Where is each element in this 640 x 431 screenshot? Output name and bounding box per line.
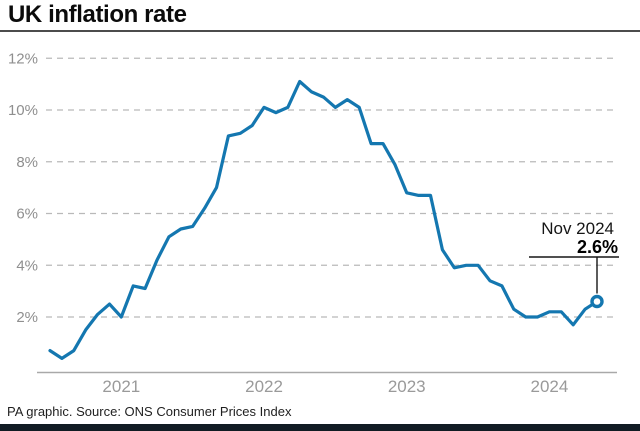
inflation-line-series bbox=[48, 79, 599, 360]
gridlines bbox=[46, 57, 617, 318]
annotation-value-label: 2.6% bbox=[577, 237, 618, 257]
x-tick-2021: 2021 bbox=[102, 377, 140, 396]
x-tick-2023: 2023 bbox=[388, 377, 426, 396]
y-axis-labels: 12% 10% 8% 6% 4% 2% bbox=[8, 50, 38, 326]
footer-bar bbox=[0, 424, 640, 431]
source-credit: PA graphic. Source: ONS Consumer Prices … bbox=[7, 404, 292, 419]
y-tick-8pct: 8% bbox=[16, 154, 38, 171]
x-tick-2022: 2022 bbox=[245, 377, 283, 396]
y-tick-12pct: 12% bbox=[8, 50, 38, 67]
latest-point-marker bbox=[590, 294, 604, 309]
page-title: UK inflation rate bbox=[8, 1, 187, 28]
annotation-date-label: Nov 2024 bbox=[541, 219, 614, 238]
y-tick-4pct: 4% bbox=[16, 257, 38, 274]
y-tick-6pct: 6% bbox=[16, 206, 38, 223]
y-tick-2pct: 2% bbox=[16, 309, 38, 326]
x-axis-labels: 2021 2022 2023 2024 bbox=[102, 377, 568, 396]
title-divider bbox=[0, 30, 640, 32]
y-tick-10pct: 10% bbox=[8, 102, 38, 119]
latest-value-annotation: Nov 2024 2.6% bbox=[529, 219, 619, 309]
x-tick-2024: 2024 bbox=[531, 377, 569, 396]
